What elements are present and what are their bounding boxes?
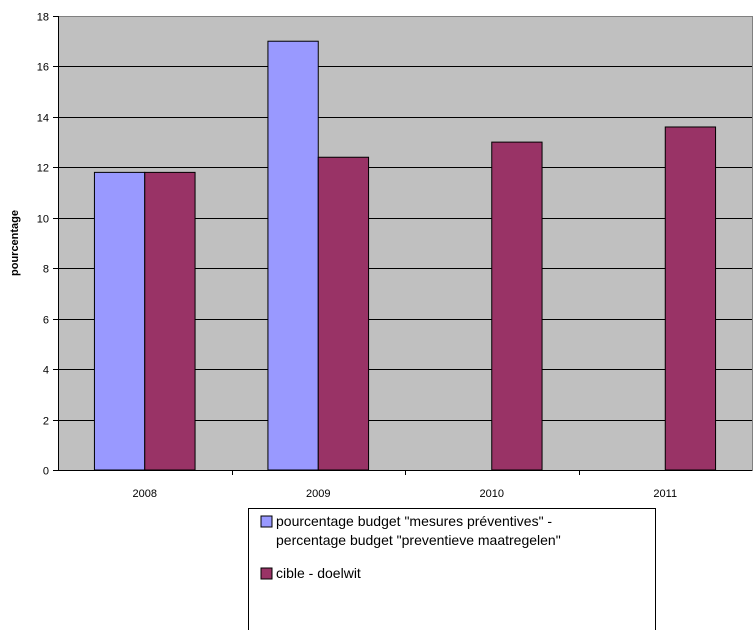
legend-label: pourcentage budget "mesures préventives"… [276, 513, 552, 529]
legend-label: percentage budget "preventieve maatregel… [276, 532, 561, 548]
x-tick-labels: 2008 2009 2010 2011 [133, 488, 678, 500]
legend-swatch [260, 515, 273, 528]
x-tick-label: 2008 [133, 488, 157, 500]
y-tick-label: 16 [37, 62, 49, 74]
y-tick-label: 10 [37, 214, 49, 226]
y-tick-labels: 0 2 4 6 8 10 12 14 16 18 [37, 12, 49, 478]
y-tick-label: 8 [43, 264, 49, 276]
legend-label: cible - doelwit [276, 565, 361, 581]
legend: pourcentage budget "mesures préventives"… [248, 508, 656, 630]
y-tick-label: 18 [37, 12, 49, 24]
y-axis-title: pourcentage [9, 210, 21, 276]
bar-cible-2010 [491, 141, 543, 471]
y-tick-label: 12 [37, 163, 49, 175]
y-tick-label: 14 [37, 113, 49, 125]
y-tick-label: 6 [43, 315, 49, 327]
y-tick-label: 2 [43, 416, 49, 428]
bars [93, 40, 717, 471]
x-tick-label: 2009 [306, 488, 330, 500]
x-tick-label: 2011 [653, 488, 677, 500]
bar-budget-2009 [267, 40, 319, 471]
legend-box [248, 508, 656, 630]
bar-cible-2011 [664, 126, 717, 471]
bar-budget-2008 [93, 171, 146, 471]
bar-cible-2009 [317, 156, 370, 471]
y-tick-label: 0 [43, 466, 49, 478]
y-tick-label: 4 [43, 365, 49, 377]
legend-swatch [260, 567, 273, 580]
axes [53, 16, 753, 475]
bar-cible-2008 [144, 171, 196, 471]
x-tick-label: 2010 [480, 488, 504, 500]
